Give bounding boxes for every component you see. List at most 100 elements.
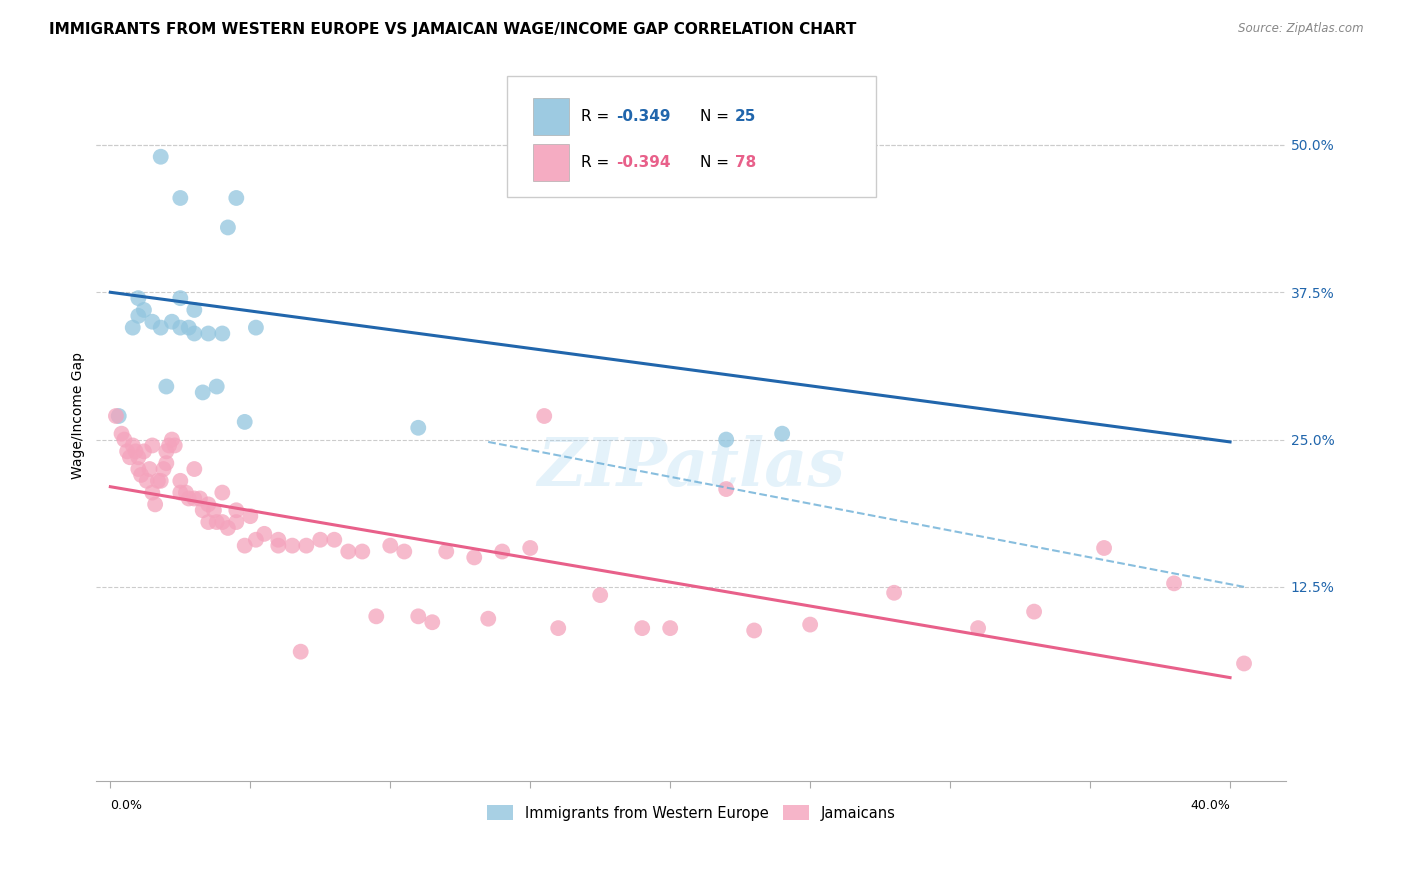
Point — [714, 482, 737, 496]
Point — [127, 309, 149, 323]
Point — [519, 541, 541, 555]
Point — [183, 462, 205, 476]
Point — [127, 462, 149, 476]
Point — [253, 526, 276, 541]
Point — [197, 326, 219, 341]
Point — [169, 320, 191, 334]
Point — [127, 450, 149, 465]
Point — [295, 539, 318, 553]
Point — [589, 588, 612, 602]
Text: R =: R = — [581, 109, 613, 124]
Point — [1163, 576, 1185, 591]
Text: -0.394: -0.394 — [616, 155, 671, 170]
Point — [631, 621, 654, 635]
Point — [1092, 541, 1115, 555]
Point — [121, 438, 143, 452]
Point — [138, 462, 160, 476]
Point — [211, 515, 233, 529]
Point — [742, 624, 765, 638]
Point — [659, 621, 682, 635]
Point — [281, 539, 304, 553]
Point — [406, 421, 429, 435]
Point — [366, 609, 388, 624]
Point — [141, 485, 163, 500]
Point — [112, 433, 135, 447]
Point — [1233, 657, 1256, 671]
Point — [169, 291, 191, 305]
Text: N =: N = — [700, 109, 734, 124]
Point — [197, 497, 219, 511]
Point — [149, 474, 172, 488]
FancyBboxPatch shape — [533, 145, 568, 181]
Point — [420, 615, 443, 630]
Legend: Immigrants from Western Europe, Jamaicans: Immigrants from Western Europe, Jamaican… — [481, 799, 901, 827]
Point — [149, 150, 172, 164]
Text: 78: 78 — [735, 155, 756, 170]
Point — [491, 544, 513, 558]
Point — [155, 444, 177, 458]
Point — [191, 503, 214, 517]
Point — [157, 438, 180, 452]
Point — [110, 426, 132, 441]
Point — [1022, 605, 1045, 619]
Point — [177, 491, 200, 506]
Point — [160, 315, 183, 329]
Point — [177, 320, 200, 334]
Point — [155, 456, 177, 470]
Point — [211, 326, 233, 341]
Point — [225, 515, 247, 529]
Point — [217, 521, 239, 535]
Point — [169, 191, 191, 205]
Point — [233, 415, 256, 429]
Point — [197, 515, 219, 529]
Point — [202, 503, 225, 517]
Text: 0.0%: 0.0% — [110, 799, 142, 812]
Point — [394, 544, 416, 558]
Text: 25: 25 — [735, 109, 756, 124]
Point — [183, 491, 205, 506]
Point — [205, 515, 228, 529]
Point — [245, 533, 267, 547]
Point — [163, 438, 186, 452]
Point — [233, 539, 256, 553]
Point — [132, 444, 155, 458]
Point — [217, 220, 239, 235]
Point — [406, 609, 429, 624]
Point — [267, 539, 290, 553]
Point — [135, 474, 157, 488]
Point — [121, 320, 143, 334]
Text: N =: N = — [700, 155, 734, 170]
Point — [141, 315, 163, 329]
Point — [714, 433, 737, 447]
Point — [477, 612, 499, 626]
Point — [799, 617, 821, 632]
Point — [290, 645, 312, 659]
Point — [225, 503, 247, 517]
Point — [245, 320, 267, 334]
Point — [191, 385, 214, 400]
Point — [267, 533, 290, 547]
Point — [160, 433, 183, 447]
Point — [155, 379, 177, 393]
Point — [547, 621, 569, 635]
Point — [146, 474, 169, 488]
Point — [152, 462, 174, 476]
Point — [141, 438, 163, 452]
Point — [124, 444, 146, 458]
Point — [115, 444, 138, 458]
Point — [118, 450, 141, 465]
Point — [323, 533, 346, 547]
Point — [225, 191, 247, 205]
Point — [104, 409, 127, 423]
Point — [188, 491, 211, 506]
Point — [174, 485, 197, 500]
Point — [211, 485, 233, 500]
Point — [434, 544, 457, 558]
Y-axis label: Wage/Income Gap: Wage/Income Gap — [72, 352, 86, 480]
Point — [352, 544, 374, 558]
Point — [309, 533, 332, 547]
Point — [143, 497, 166, 511]
Point — [169, 474, 191, 488]
Point — [129, 467, 152, 482]
Point — [107, 409, 129, 423]
